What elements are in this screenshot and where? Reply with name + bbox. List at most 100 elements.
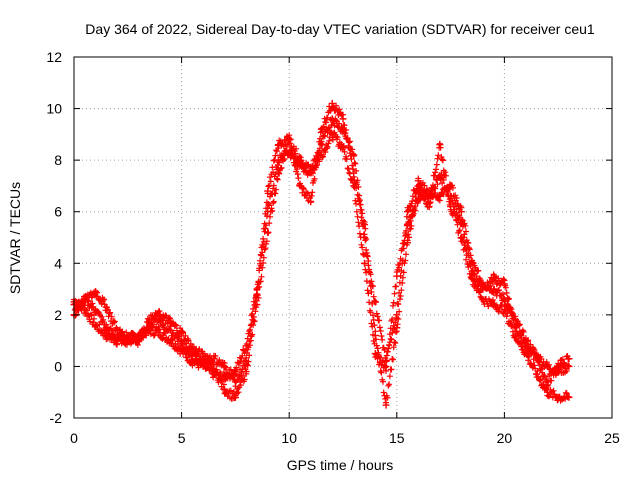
y-axis-label: SDTVAR / TECUs: [7, 182, 23, 294]
data-point: [188, 344, 196, 352]
data-point: [317, 151, 325, 159]
data-point: [102, 303, 110, 311]
tick-labels: 0 5 10 15 20 25 -2 0 2 4 6 8 10 12: [46, 49, 620, 446]
data-point: [307, 166, 315, 174]
data-point: [221, 386, 229, 394]
y-tick-label: 8: [54, 152, 62, 168]
data-point: [468, 270, 476, 278]
x-tick-label: 10: [281, 430, 297, 446]
x-tick-label: 5: [178, 430, 186, 446]
data-point: [178, 329, 186, 337]
data-point: [522, 342, 530, 350]
x-tick-label: 25: [604, 430, 620, 446]
y-tick-label: 12: [46, 49, 62, 65]
data-point: [565, 393, 573, 401]
y-tick-label: 4: [54, 255, 62, 271]
series-3: [70, 115, 573, 390]
data-point: [317, 141, 325, 149]
data-point: [393, 311, 401, 319]
data-point: [188, 352, 196, 360]
data-point: [543, 362, 551, 370]
data-point: [425, 203, 433, 211]
data-point: [113, 334, 121, 342]
data-points: [70, 99, 573, 409]
data-point: [543, 378, 551, 386]
data-point: [361, 234, 369, 241]
data-point: [92, 306, 100, 314]
data-point: [565, 362, 573, 370]
data-point: [328, 115, 336, 123]
data-point: [199, 352, 207, 360]
data-point: [404, 221, 412, 229]
data-point: [102, 324, 110, 332]
data-point: [361, 259, 369, 267]
data-point: [500, 280, 508, 288]
data-point: [565, 355, 573, 363]
data-point: [156, 329, 164, 337]
data-point: [307, 197, 315, 205]
data-point: [371, 298, 379, 306]
data-point: [457, 218, 465, 226]
x-axis-label: GPS time / hours: [287, 457, 394, 473]
chart-title: Day 364 of 2022, Sidereal Day-to-day VTE…: [85, 21, 595, 37]
data-point: [231, 378, 239, 386]
data-point: [436, 172, 444, 180]
data-point: [543, 388, 551, 396]
data-point: [350, 151, 358, 159]
data-point: [447, 182, 455, 190]
data-point: [210, 355, 218, 363]
y-tick-label: 2: [54, 307, 62, 323]
data-point: [414, 177, 422, 185]
data-point: [167, 326, 175, 334]
y-tick-label: -2: [50, 410, 63, 426]
data-point: [436, 141, 444, 149]
data-point: [231, 393, 239, 401]
data-point: [371, 350, 379, 358]
x-tick-label: 15: [389, 430, 405, 446]
data-point: [167, 337, 175, 345]
data-point: [178, 347, 186, 355]
y-tick-label: 6: [54, 204, 62, 220]
data-point: [404, 208, 412, 216]
data-point: [274, 169, 282, 177]
data-point: [242, 357, 250, 365]
data-point: [221, 373, 229, 381]
data-point: [554, 393, 562, 401]
data-point: [436, 192, 444, 200]
axis-ticks: [73, 56, 613, 419]
x-tick-label: 20: [497, 430, 513, 446]
data-point: [490, 275, 498, 283]
grid-lines: [74, 57, 612, 418]
data-point: [479, 285, 487, 293]
data-point: [156, 311, 164, 319]
data-point: [554, 362, 562, 370]
x-tick-label: 0: [70, 430, 78, 446]
data-point: [339, 115, 347, 123]
data-point: [500, 306, 508, 314]
data-point: [425, 192, 433, 200]
data-point: [447, 192, 455, 200]
data-point: [296, 156, 304, 164]
data-point: [533, 370, 541, 378]
data-point: [328, 99, 336, 107]
data-point: [533, 355, 541, 363]
data-point: [457, 208, 465, 216]
data-point: [221, 362, 229, 370]
series-markers: [71, 129, 572, 384]
data-point: [242, 368, 250, 376]
data-point: [328, 130, 336, 138]
data-point: [382, 401, 390, 409]
data-point: [382, 357, 390, 365]
data-point: [371, 331, 379, 339]
data-point: [511, 324, 519, 332]
data-point: [253, 290, 261, 298]
data-point: [264, 187, 272, 195]
data-point: [92, 288, 100, 296]
data-point: [124, 334, 132, 342]
data-point: [135, 337, 143, 345]
data-point: [339, 143, 347, 151]
data-point: [285, 136, 293, 144]
data-point: [274, 141, 282, 149]
data-point: [490, 301, 498, 309]
